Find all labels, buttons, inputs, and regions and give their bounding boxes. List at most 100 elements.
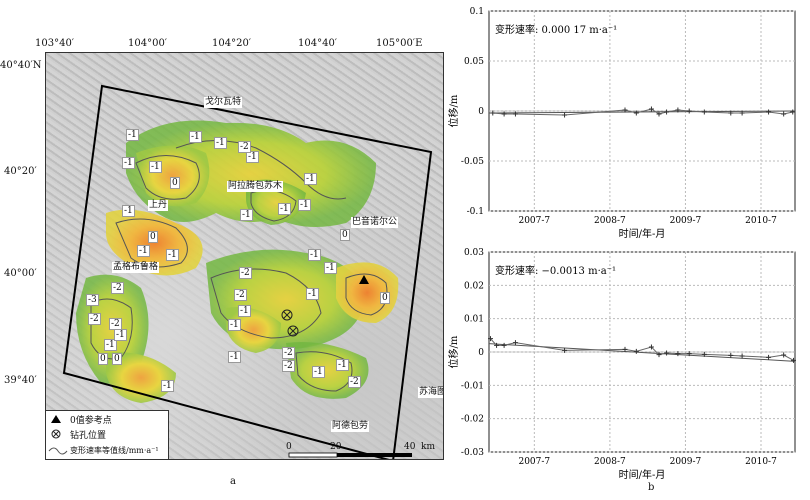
contour-value-label: -3 xyxy=(86,294,99,306)
data-point xyxy=(781,352,787,358)
legend-triangle-icon xyxy=(51,415,61,423)
x-tick-label: 2009-7 xyxy=(670,457,702,467)
series-line xyxy=(492,108,793,116)
legend-borehole: 钻孔位置 xyxy=(70,431,107,441)
data-point xyxy=(781,111,787,117)
contour-value-label: -1 xyxy=(122,157,135,169)
lon-tick-1: 103°40′ xyxy=(35,38,75,49)
data-point xyxy=(494,342,500,348)
contour-value-label: -1 xyxy=(324,262,337,274)
contour-value-label: 0 xyxy=(112,353,122,365)
lat-tick-1: 40°40′N xyxy=(0,60,42,71)
y-axis-label: 位移/m xyxy=(447,94,460,127)
scale-unit: km xyxy=(421,442,435,452)
lat-tick-4: 39°40′ xyxy=(4,375,37,386)
data-point xyxy=(739,353,745,359)
y-tick-label: -0.01 xyxy=(461,381,484,391)
contour-value-label: -1 xyxy=(126,129,139,141)
contour-value-label: -2 xyxy=(239,267,252,279)
contour-value-label: -2 xyxy=(238,141,251,153)
data-point xyxy=(675,107,681,113)
y-tick-label: 0.05 xyxy=(464,57,484,67)
x-tick-label: 2010-7 xyxy=(745,216,777,226)
contour-value-label: -2 xyxy=(88,313,101,325)
contour-value-label: 0 xyxy=(340,229,350,241)
data-point xyxy=(728,352,734,358)
data-point xyxy=(501,111,507,117)
data-point xyxy=(686,351,692,357)
data-point xyxy=(622,107,628,113)
contour-value-label: -1 xyxy=(214,137,227,149)
data-point xyxy=(562,112,568,118)
scale-label-40: 40 xyxy=(404,442,416,452)
scale-bar xyxy=(288,452,412,458)
contour-value-label: -1 xyxy=(149,161,162,173)
data-point xyxy=(562,347,568,353)
y-tick-label: 0.1 xyxy=(470,7,484,17)
data-point xyxy=(488,336,494,342)
y-tick-label: 0.03 xyxy=(464,248,484,258)
scale-label-20: 20 xyxy=(330,442,342,452)
contour-value-label: -1 xyxy=(306,288,319,300)
contour-value-label: -1 xyxy=(228,319,241,331)
x-tick-label: 2010-7 xyxy=(745,457,777,467)
place-label-adebaolao: 阿德包劳 xyxy=(331,421,370,432)
data-point xyxy=(766,109,772,115)
contour-value-label: -1 xyxy=(246,151,259,163)
legend-ref-point: 0值参考点 xyxy=(70,416,112,426)
y-tick-label: -0.05 xyxy=(461,157,484,167)
y-tick-label: 0 xyxy=(478,348,484,358)
contour-value-label: -1 xyxy=(189,131,202,143)
contour-value-label: 0 xyxy=(148,231,158,243)
map-legend: 0值参考点 钻孔位置 变形速率等值线/mm·a⁻¹ xyxy=(45,410,169,460)
data-point xyxy=(501,342,507,348)
contour-value-label: -1 xyxy=(137,245,150,257)
contour-value-label: -2 xyxy=(111,282,124,294)
contour-value-label: -1 xyxy=(114,329,127,341)
y-tick-label: 0.01 xyxy=(464,315,484,325)
map-canvas xyxy=(62,84,433,459)
contour-value-label: -1 xyxy=(336,359,349,371)
data-point xyxy=(490,110,496,116)
y-tick-label: 0.02 xyxy=(464,281,484,291)
y-tick-label: 0 xyxy=(478,107,484,117)
data-point xyxy=(622,346,628,352)
chart-plot-area xyxy=(488,10,796,212)
place-label-menggebulugu: 孟格布鲁格 xyxy=(112,262,160,273)
contour-value-label: 0 xyxy=(170,177,180,189)
lon-tick-4: 104°40′ xyxy=(298,38,338,49)
x-tick-label: 2008-7 xyxy=(594,457,626,467)
chart-plot-area xyxy=(488,251,796,453)
place-label-suhaitu: 苏海图 xyxy=(418,387,443,398)
contour-value-label: -2 xyxy=(234,289,247,301)
lon-tick-3: 104°20′ xyxy=(212,38,252,49)
chart-1: 0.1 0.05 0 -0.05 -0.1 2007-7 2008-7 2009-7 2010-… xyxy=(447,7,796,240)
contour-value-label: -1 xyxy=(312,366,325,378)
contour-value-label: -1 xyxy=(166,249,179,261)
contour-value-label: -2 xyxy=(282,360,295,372)
trend-line xyxy=(488,110,796,114)
x-tick-label: 2007-7 xyxy=(518,216,550,226)
data-point xyxy=(701,109,707,115)
lat-tick-2: 40°20′ xyxy=(4,166,37,177)
legend-contour: 变形速率等值线/mm·a⁻¹ xyxy=(70,446,159,455)
panel-b-caption: b xyxy=(648,482,655,493)
data-point xyxy=(664,109,670,115)
contour-value-label: -1 xyxy=(298,199,311,211)
x-axis-label: 时间/年-月 xyxy=(619,227,666,240)
study-area-boundary xyxy=(62,84,433,459)
contour-value-label: 0 xyxy=(98,353,108,365)
data-point xyxy=(701,351,707,357)
lat-tick-3: 40°00′ xyxy=(4,268,37,279)
contour-value-label: -1 xyxy=(278,203,291,215)
legend-borehole-icon xyxy=(51,429,61,439)
contour-value-label: -2 xyxy=(348,376,361,388)
place-label-shangdan: 上丹 xyxy=(148,200,169,211)
contour-value-label: -1 xyxy=(161,380,174,392)
data-point xyxy=(739,110,745,116)
contour-value-label: 0 xyxy=(380,292,390,304)
x-tick-label: 2007-7 xyxy=(518,457,550,467)
data-point xyxy=(766,354,772,360)
place-label-bayinnuoergong: 巴音诺尔公 xyxy=(351,217,399,228)
data-point xyxy=(648,106,654,112)
